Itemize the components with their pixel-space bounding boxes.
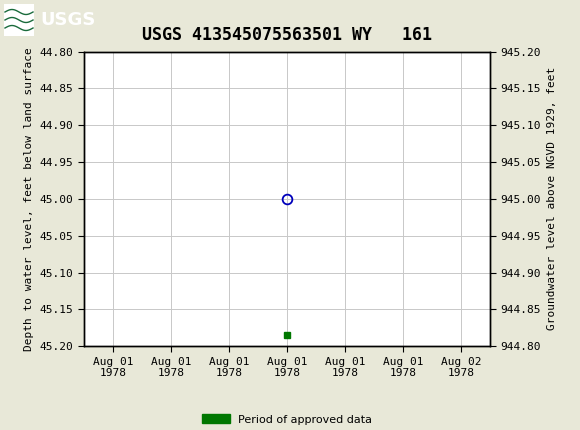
Bar xyxy=(4,4,34,36)
Title: USGS 413545075563501 WY   161: USGS 413545075563501 WY 161 xyxy=(142,27,432,44)
Text: USGS: USGS xyxy=(40,11,95,29)
Legend: Period of approved data: Period of approved data xyxy=(197,410,377,429)
Y-axis label: Groundwater level above NGVD 1929, feet: Groundwater level above NGVD 1929, feet xyxy=(546,67,557,331)
Y-axis label: Depth to water level, feet below land surface: Depth to water level, feet below land su… xyxy=(24,47,34,351)
